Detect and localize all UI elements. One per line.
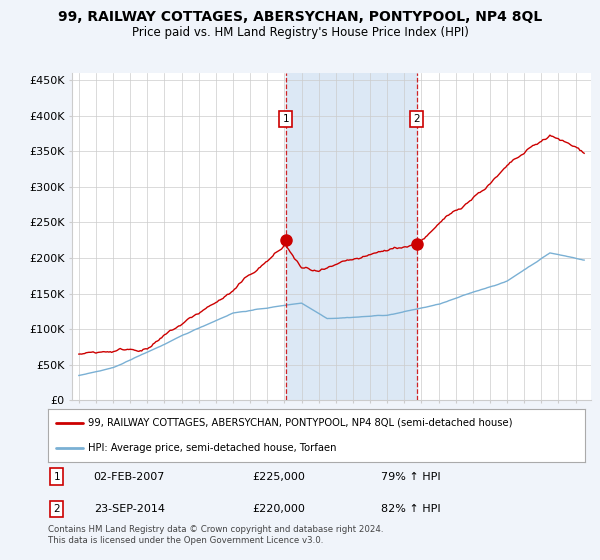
Text: 99, RAILWAY COTTAGES, ABERSYCHAN, PONTYPOOL, NP4 8QL: 99, RAILWAY COTTAGES, ABERSYCHAN, PONTYP… (58, 10, 542, 24)
Text: Contains HM Land Registry data © Crown copyright and database right 2024.
This d: Contains HM Land Registry data © Crown c… (48, 525, 383, 545)
Text: 02-FEB-2007: 02-FEB-2007 (94, 472, 165, 482)
Text: 82% ↑ HPI: 82% ↑ HPI (381, 504, 440, 514)
Text: 99, RAILWAY COTTAGES, ABERSYCHAN, PONTYPOOL, NP4 8QL (semi-detached house): 99, RAILWAY COTTAGES, ABERSYCHAN, PONTYP… (88, 418, 513, 428)
Text: £220,000: £220,000 (252, 504, 305, 514)
Text: Price paid vs. HM Land Registry's House Price Index (HPI): Price paid vs. HM Land Registry's House … (131, 26, 469, 39)
Text: HPI: Average price, semi-detached house, Torfaen: HPI: Average price, semi-detached house,… (88, 443, 337, 453)
Text: 2: 2 (413, 114, 420, 124)
Text: 1: 1 (283, 114, 289, 124)
Text: 2: 2 (53, 504, 60, 514)
Text: 23-SEP-2014: 23-SEP-2014 (94, 504, 164, 514)
Bar (286, 73, 417, 400)
Text: 79% ↑ HPI: 79% ↑ HPI (381, 472, 440, 482)
Text: £225,000: £225,000 (252, 472, 305, 482)
Text: 1: 1 (53, 472, 60, 482)
